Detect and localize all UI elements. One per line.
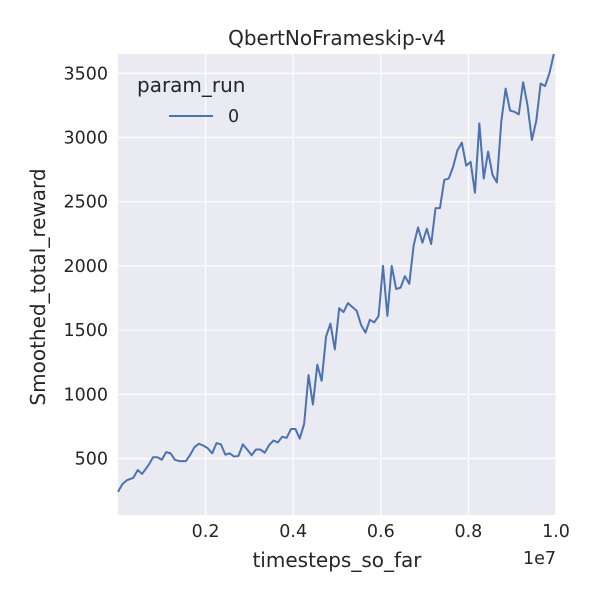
x-axis-label: timesteps_so_far bbox=[252, 548, 422, 572]
x-axis-offset-label: 1e7 bbox=[523, 549, 556, 569]
x-tick-labels: 0.2 0.4 0.6 0.8 1.0 bbox=[192, 522, 570, 542]
y-tick-label: 1500 bbox=[63, 321, 108, 341]
series-layer bbox=[117, 53, 555, 493]
y-tick-label: 3000 bbox=[63, 128, 108, 148]
plot-background bbox=[118, 54, 556, 515]
x-tick-label: 1.0 bbox=[542, 522, 570, 542]
series-line-0 bbox=[117, 53, 555, 493]
x-tick-label: 0.8 bbox=[454, 522, 482, 542]
y-tick-label: 500 bbox=[75, 449, 108, 469]
chart-title: QbertNoFrameskip-v4 bbox=[228, 26, 446, 50]
y-tick-label: 2000 bbox=[63, 257, 108, 277]
y-tick-labels: 500 1000 1500 2000 2500 3000 3500 bbox=[63, 64, 108, 469]
y-tick-label: 3500 bbox=[63, 64, 108, 84]
legend-title: param_run bbox=[137, 73, 246, 97]
y-tick-label: 2500 bbox=[63, 193, 108, 213]
x-tick-label: 0.4 bbox=[279, 522, 307, 542]
y-tick-label: 1000 bbox=[63, 385, 108, 405]
x-tick-label: 0.2 bbox=[192, 522, 220, 542]
x-tick-label: 0.6 bbox=[367, 522, 395, 542]
legend: param_run 0 bbox=[137, 73, 246, 127]
y-axis-label: Smoothed_total_reward bbox=[26, 168, 50, 405]
legend-entry-0: 0 bbox=[228, 107, 239, 127]
grid-lines bbox=[118, 54, 557, 515]
